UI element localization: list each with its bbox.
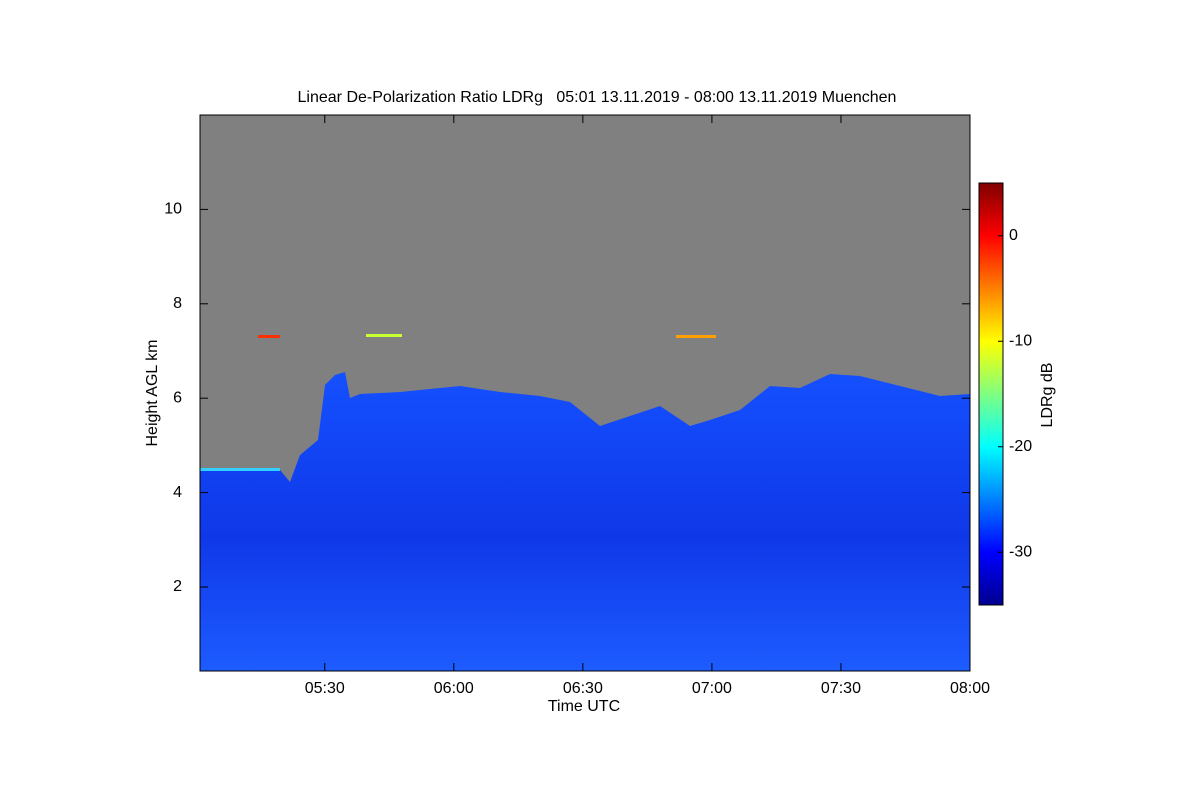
colorbar-tick-label: 0 bbox=[1009, 227, 1018, 244]
colorbar-tick-label: -10 bbox=[1009, 332, 1032, 349]
x-tick-label: 06:30 bbox=[563, 680, 603, 697]
x-tick-label: 07:30 bbox=[821, 680, 861, 697]
speck bbox=[366, 334, 402, 337]
field bbox=[200, 115, 970, 671]
colorbar-tick-label: -20 bbox=[1009, 438, 1032, 455]
speck bbox=[200, 468, 280, 471]
colorbar-tick-label: -30 bbox=[1009, 543, 1032, 560]
y-tick-label: 2 bbox=[173, 578, 182, 595]
x-tick-label: 06:00 bbox=[434, 680, 474, 697]
y-tick-label: 10 bbox=[164, 201, 182, 218]
y-axis-label: Height AGL km bbox=[144, 339, 161, 446]
chart-title: Linear De-Polarization Ratio LDRg 05:01 … bbox=[298, 89, 897, 106]
y-tick-label: 8 bbox=[173, 295, 182, 312]
y-tick-label: 4 bbox=[173, 484, 182, 501]
plot-frame bbox=[199, 114, 971, 672]
x-tick-label: 07:00 bbox=[692, 680, 732, 697]
y-tick-label: 6 bbox=[173, 389, 182, 406]
signal-region bbox=[200, 372, 970, 671]
speck bbox=[258, 335, 280, 338]
colorbar-body bbox=[978, 182, 1004, 606]
colorbar-label: LDRg dB bbox=[1039, 363, 1056, 428]
x-axis-label: Time UTC bbox=[548, 698, 620, 715]
colorbar: 0 -10 -20 -30 bbox=[978, 182, 1032, 606]
x-tick-label: 08:00 bbox=[950, 680, 990, 697]
speck bbox=[676, 335, 716, 338]
x-tick-label: 05:30 bbox=[305, 680, 345, 697]
